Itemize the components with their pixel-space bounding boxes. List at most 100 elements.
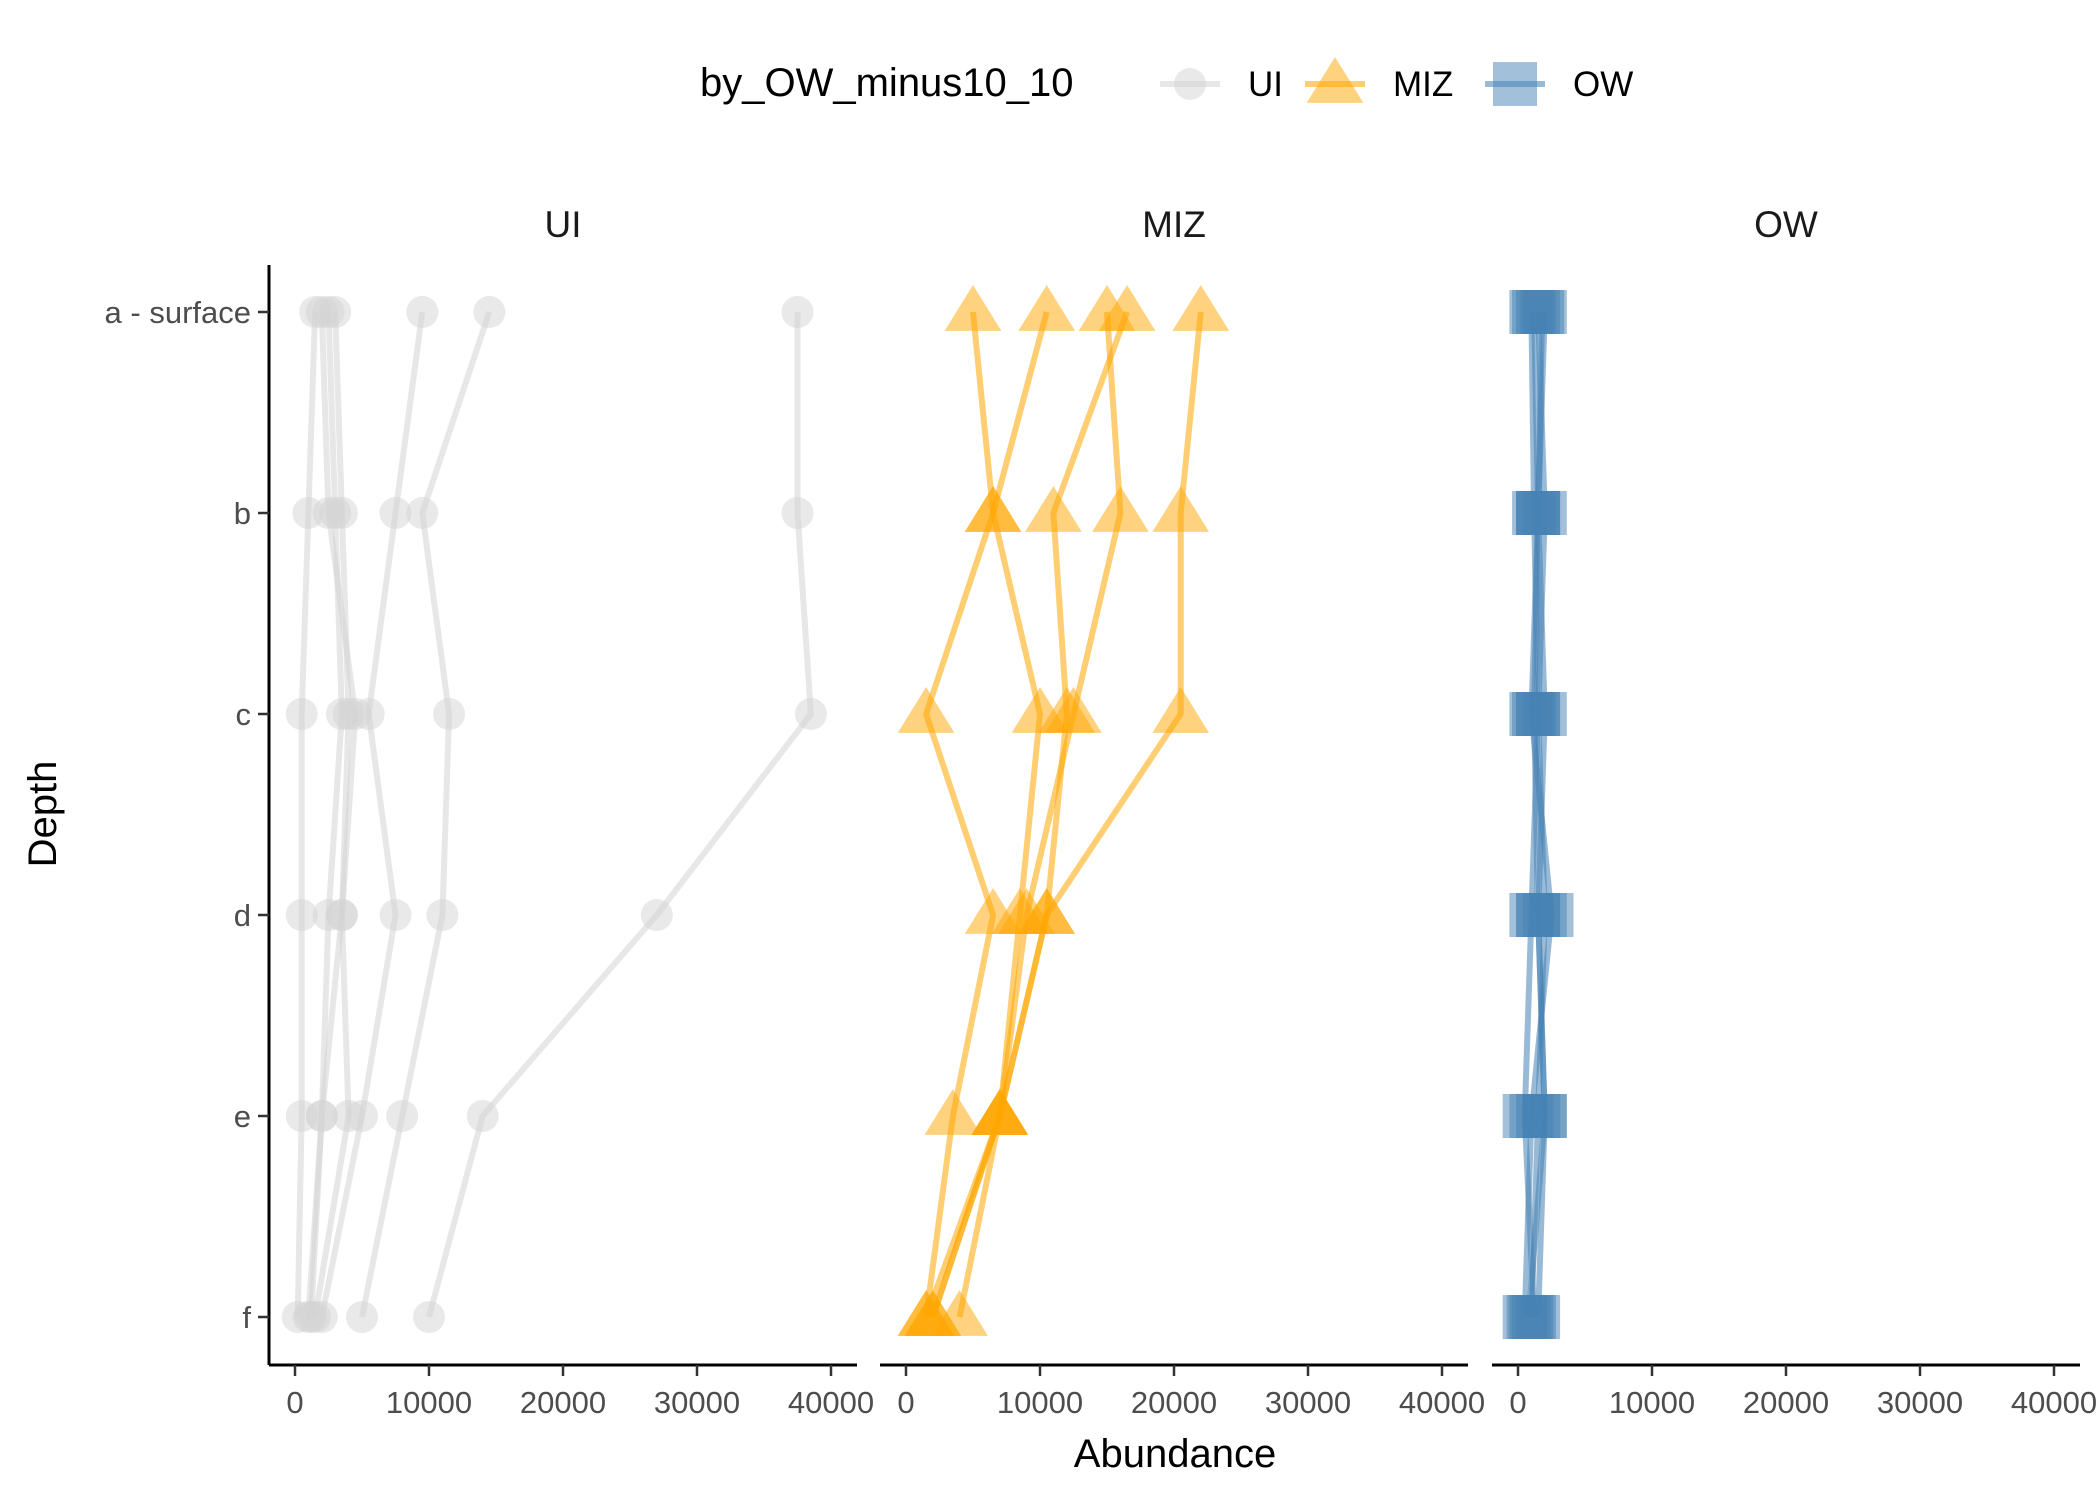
- legend-title: by_OW_minus10_10: [700, 61, 1074, 105]
- panel-ui: UI 0 10000 20000 30000 40000: [269, 204, 874, 1420]
- data-point: [1522, 1094, 1567, 1138]
- x-tick-label: 0: [1509, 1385, 1526, 1420]
- legend: by_OW_minus10_10 UI MIZ OW: [700, 57, 1633, 106]
- data-point: [295, 1301, 328, 1333]
- data-point: [325, 899, 358, 931]
- profile-line: [359, 311, 493, 1318]
- data-point: [426, 899, 459, 931]
- profile-line: [294, 311, 319, 1318]
- data-point: [305, 1100, 338, 1132]
- data-point: [285, 899, 318, 931]
- panel-miz: MIZ 0 10000 20000 30000 40000: [880, 204, 1485, 1420]
- x-tick-label: 10000: [386, 1385, 472, 1420]
- data-point: [346, 1301, 378, 1333]
- data-point: [971, 1089, 1029, 1135]
- depth-profile: [1506, 290, 1567, 1339]
- data-point: [312, 497, 345, 529]
- legend-key-symbol: [1306, 57, 1364, 103]
- data-point: [1172, 285, 1230, 331]
- x-tick-label: 10000: [1609, 1385, 1695, 1420]
- legend-entry-miz: MIZ: [1305, 57, 1453, 104]
- data-point: [964, 486, 1022, 532]
- data-point: [332, 1100, 365, 1132]
- x-tick-label: 40000: [788, 1385, 874, 1420]
- data-point: [640, 899, 673, 931]
- data-point: [1092, 486, 1149, 532]
- data-point: [1520, 290, 1565, 334]
- data-point: [1512, 692, 1557, 736]
- depth-profile: [346, 296, 506, 1333]
- x-axis-title: Abundance: [1074, 1432, 1276, 1476]
- x-tick-label: 30000: [1265, 1385, 1351, 1420]
- data-point: [1098, 285, 1156, 331]
- legend-key-symbol: [1174, 68, 1206, 100]
- data-point: [379, 899, 412, 931]
- data-point: [406, 497, 439, 529]
- x-tick-label: 20000: [1743, 1385, 1829, 1420]
- x-tick-label: 0: [897, 1385, 914, 1420]
- depth-profile: [413, 296, 827, 1333]
- y-tick-label: d: [234, 898, 251, 933]
- data-point: [413, 1301, 445, 1333]
- data-point: [1018, 285, 1076, 331]
- depth-profile: [897, 285, 1022, 1336]
- profile-line: [1525, 311, 1548, 1318]
- data-point: [794, 698, 827, 730]
- panel-strip-label: UI: [545, 204, 582, 245]
- x-tick-label: 30000: [1877, 1385, 1963, 1420]
- data-point: [944, 285, 1002, 331]
- data-point: [305, 296, 338, 328]
- data-point: [1506, 1295, 1551, 1339]
- depth-profile: [295, 296, 372, 1333]
- data-point: [897, 1290, 955, 1336]
- y-tick-label: b: [234, 496, 251, 531]
- data-point: [1152, 486, 1210, 532]
- data-point: [1516, 491, 1561, 535]
- y-tick-label: a - surface: [105, 295, 251, 330]
- data-point: [781, 296, 814, 328]
- legend-entry-ui: UI: [1160, 65, 1283, 104]
- y-axis: a - surface b c d e f: [105, 265, 271, 1365]
- y-tick-label: c: [236, 697, 252, 732]
- data-point: [1025, 486, 1082, 532]
- depth-profile: [931, 285, 1156, 1336]
- data-point: [897, 687, 955, 733]
- profile-line: [312, 311, 352, 1318]
- x-tick-label: 40000: [1399, 1385, 1485, 1420]
- depth-profile: [904, 285, 1230, 1336]
- data-point: [386, 1100, 419, 1132]
- panel-strip-label: OW: [1754, 204, 1818, 245]
- data-point: [466, 1100, 499, 1132]
- legend-label: OW: [1573, 65, 1633, 104]
- y-tick-label: f: [242, 1300, 251, 1335]
- data-point: [339, 698, 372, 730]
- profile-line: [318, 311, 426, 1318]
- legend-key-symbol: [1493, 62, 1537, 106]
- x-tick-label: 40000: [2011, 1385, 2097, 1420]
- profile-line: [923, 311, 1124, 1319]
- profile-line: [923, 311, 997, 1318]
- data-point: [924, 1089, 982, 1135]
- profile-line: [426, 312, 814, 1318]
- y-axis-title: Depth: [21, 761, 65, 868]
- panel-ow: OW 0 10000 20000 30000 40000: [1492, 204, 2097, 1420]
- profile-line: [929, 311, 1050, 1318]
- legend-entry-ow: OW: [1485, 62, 1633, 106]
- data-point: [433, 698, 466, 730]
- profile-line: [308, 311, 359, 1318]
- x-tick-label: 20000: [1131, 1385, 1217, 1420]
- y-tick-label: e: [234, 1099, 251, 1134]
- data-point: [781, 497, 814, 529]
- data-point: [964, 888, 1022, 934]
- x-tick-label: 0: [286, 1385, 303, 1420]
- facet-panels: UI 0 10000 20000 30000 40000 MIZ 0 10000 20000 300…: [269, 204, 2097, 1420]
- profile-line: [929, 311, 1204, 1318]
- data-point: [1011, 687, 1069, 733]
- panel-strip-label: MIZ: [1142, 204, 1206, 245]
- legend-label: MIZ: [1393, 65, 1453, 104]
- data-point: [473, 296, 506, 328]
- x-tick-label: 20000: [520, 1385, 606, 1420]
- depth-profile: [897, 285, 1149, 1336]
- data-point: [1152, 687, 1210, 733]
- data-point: [285, 698, 318, 730]
